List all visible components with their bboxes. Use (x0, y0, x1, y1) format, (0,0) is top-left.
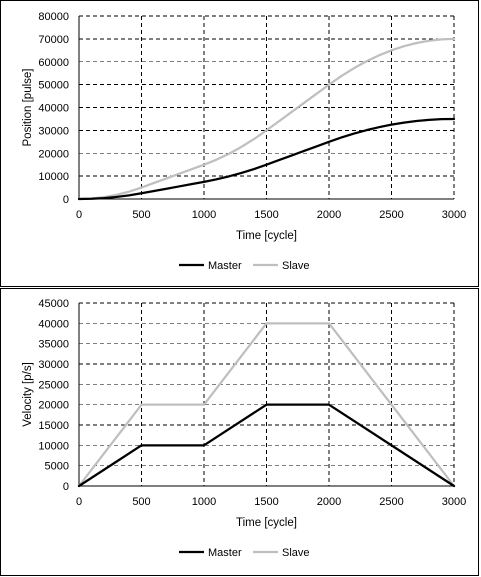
x-tick-label: 1000 (192, 209, 216, 221)
y-tick-label: 50000 (38, 80, 69, 92)
x-tick-label: 500 (132, 209, 150, 221)
legend-label-master: Master (208, 260, 242, 272)
y-tick-label: 40000 (38, 318, 69, 330)
series-line-slave (77, 322, 456, 488)
y-axis-title: Velocity [p/s] (22, 362, 34, 427)
legend-label-slave: Slave (282, 547, 310, 559)
velocity-chart: 0 500 1000 1500 2000 2500 30000500010000150002… (22, 298, 466, 559)
x-tick-label: 1500 (254, 496, 278, 508)
y-tick-label: 10000 (38, 171, 69, 183)
legend-label-master: Master (208, 547, 242, 559)
position-chart: 0 500 1000 1500 2000 2500 30000100002000030000… (22, 11, 466, 272)
y-tick-label: 40000 (38, 103, 69, 115)
series-line-slave (77, 37, 456, 201)
y-axis-title: Position [pulse] (22, 69, 34, 147)
y-tick-label: 20000 (38, 148, 69, 160)
x-axis-title: Time [cycle] (236, 230, 297, 242)
x-tick-label: 1000 (192, 496, 216, 508)
x-axis-title: Time [cycle] (236, 517, 297, 529)
x-tick-label: 3000 (442, 209, 466, 221)
legend: Master Slave (179, 547, 310, 559)
y-tick-label: 60000 (38, 57, 69, 69)
grid-lines (79, 302, 455, 486)
y-tick-label: 15000 (38, 420, 69, 432)
x-tick-label: 2000 (317, 496, 341, 508)
y-tick-label: 10000 (38, 440, 69, 452)
x-tick-label: 0 (76, 496, 82, 508)
x-tick-label: 3000 (442, 496, 466, 508)
velocity-chart-panel: 0 500 1000 1500 2000 2500 3000 0 5000 10000 15000 2… (0, 288, 479, 576)
grid-lines (79, 15, 455, 199)
y-tick-label: 25000 (38, 379, 69, 391)
series-line-master (77, 117, 456, 201)
legend-label-slave: Slave (282, 260, 310, 272)
legend: Master Slave (179, 260, 310, 272)
y-tick-label: 0 (63, 194, 69, 206)
y-tick-label: 0 (63, 481, 69, 493)
y-tick-label: 70000 (38, 34, 69, 46)
x-tick-label: 2500 (379, 496, 403, 508)
y-tick-label: 35000 (38, 339, 69, 351)
y-tick-label: 30000 (38, 359, 69, 371)
x-tick-label: 2000 (317, 209, 341, 221)
y-tick-label: 5000 (45, 461, 69, 473)
x-tick-label: 2500 (379, 209, 403, 221)
y-tick-label: 30000 (38, 125, 69, 137)
y-tick-label: 20000 (38, 400, 69, 412)
x-tick-label: 1500 (254, 209, 278, 221)
x-tick-label: 0 (76, 209, 82, 221)
series-line-master (77, 403, 456, 488)
y-tick-label: 80000 (38, 11, 69, 23)
x-tick-label: 500 (132, 496, 150, 508)
y-tick-label: 45000 (38, 298, 69, 310)
position-chart-panel: 0 500 1000 1500 2000 2500 3000 0 10000 20000 30000… (0, 0, 479, 287)
